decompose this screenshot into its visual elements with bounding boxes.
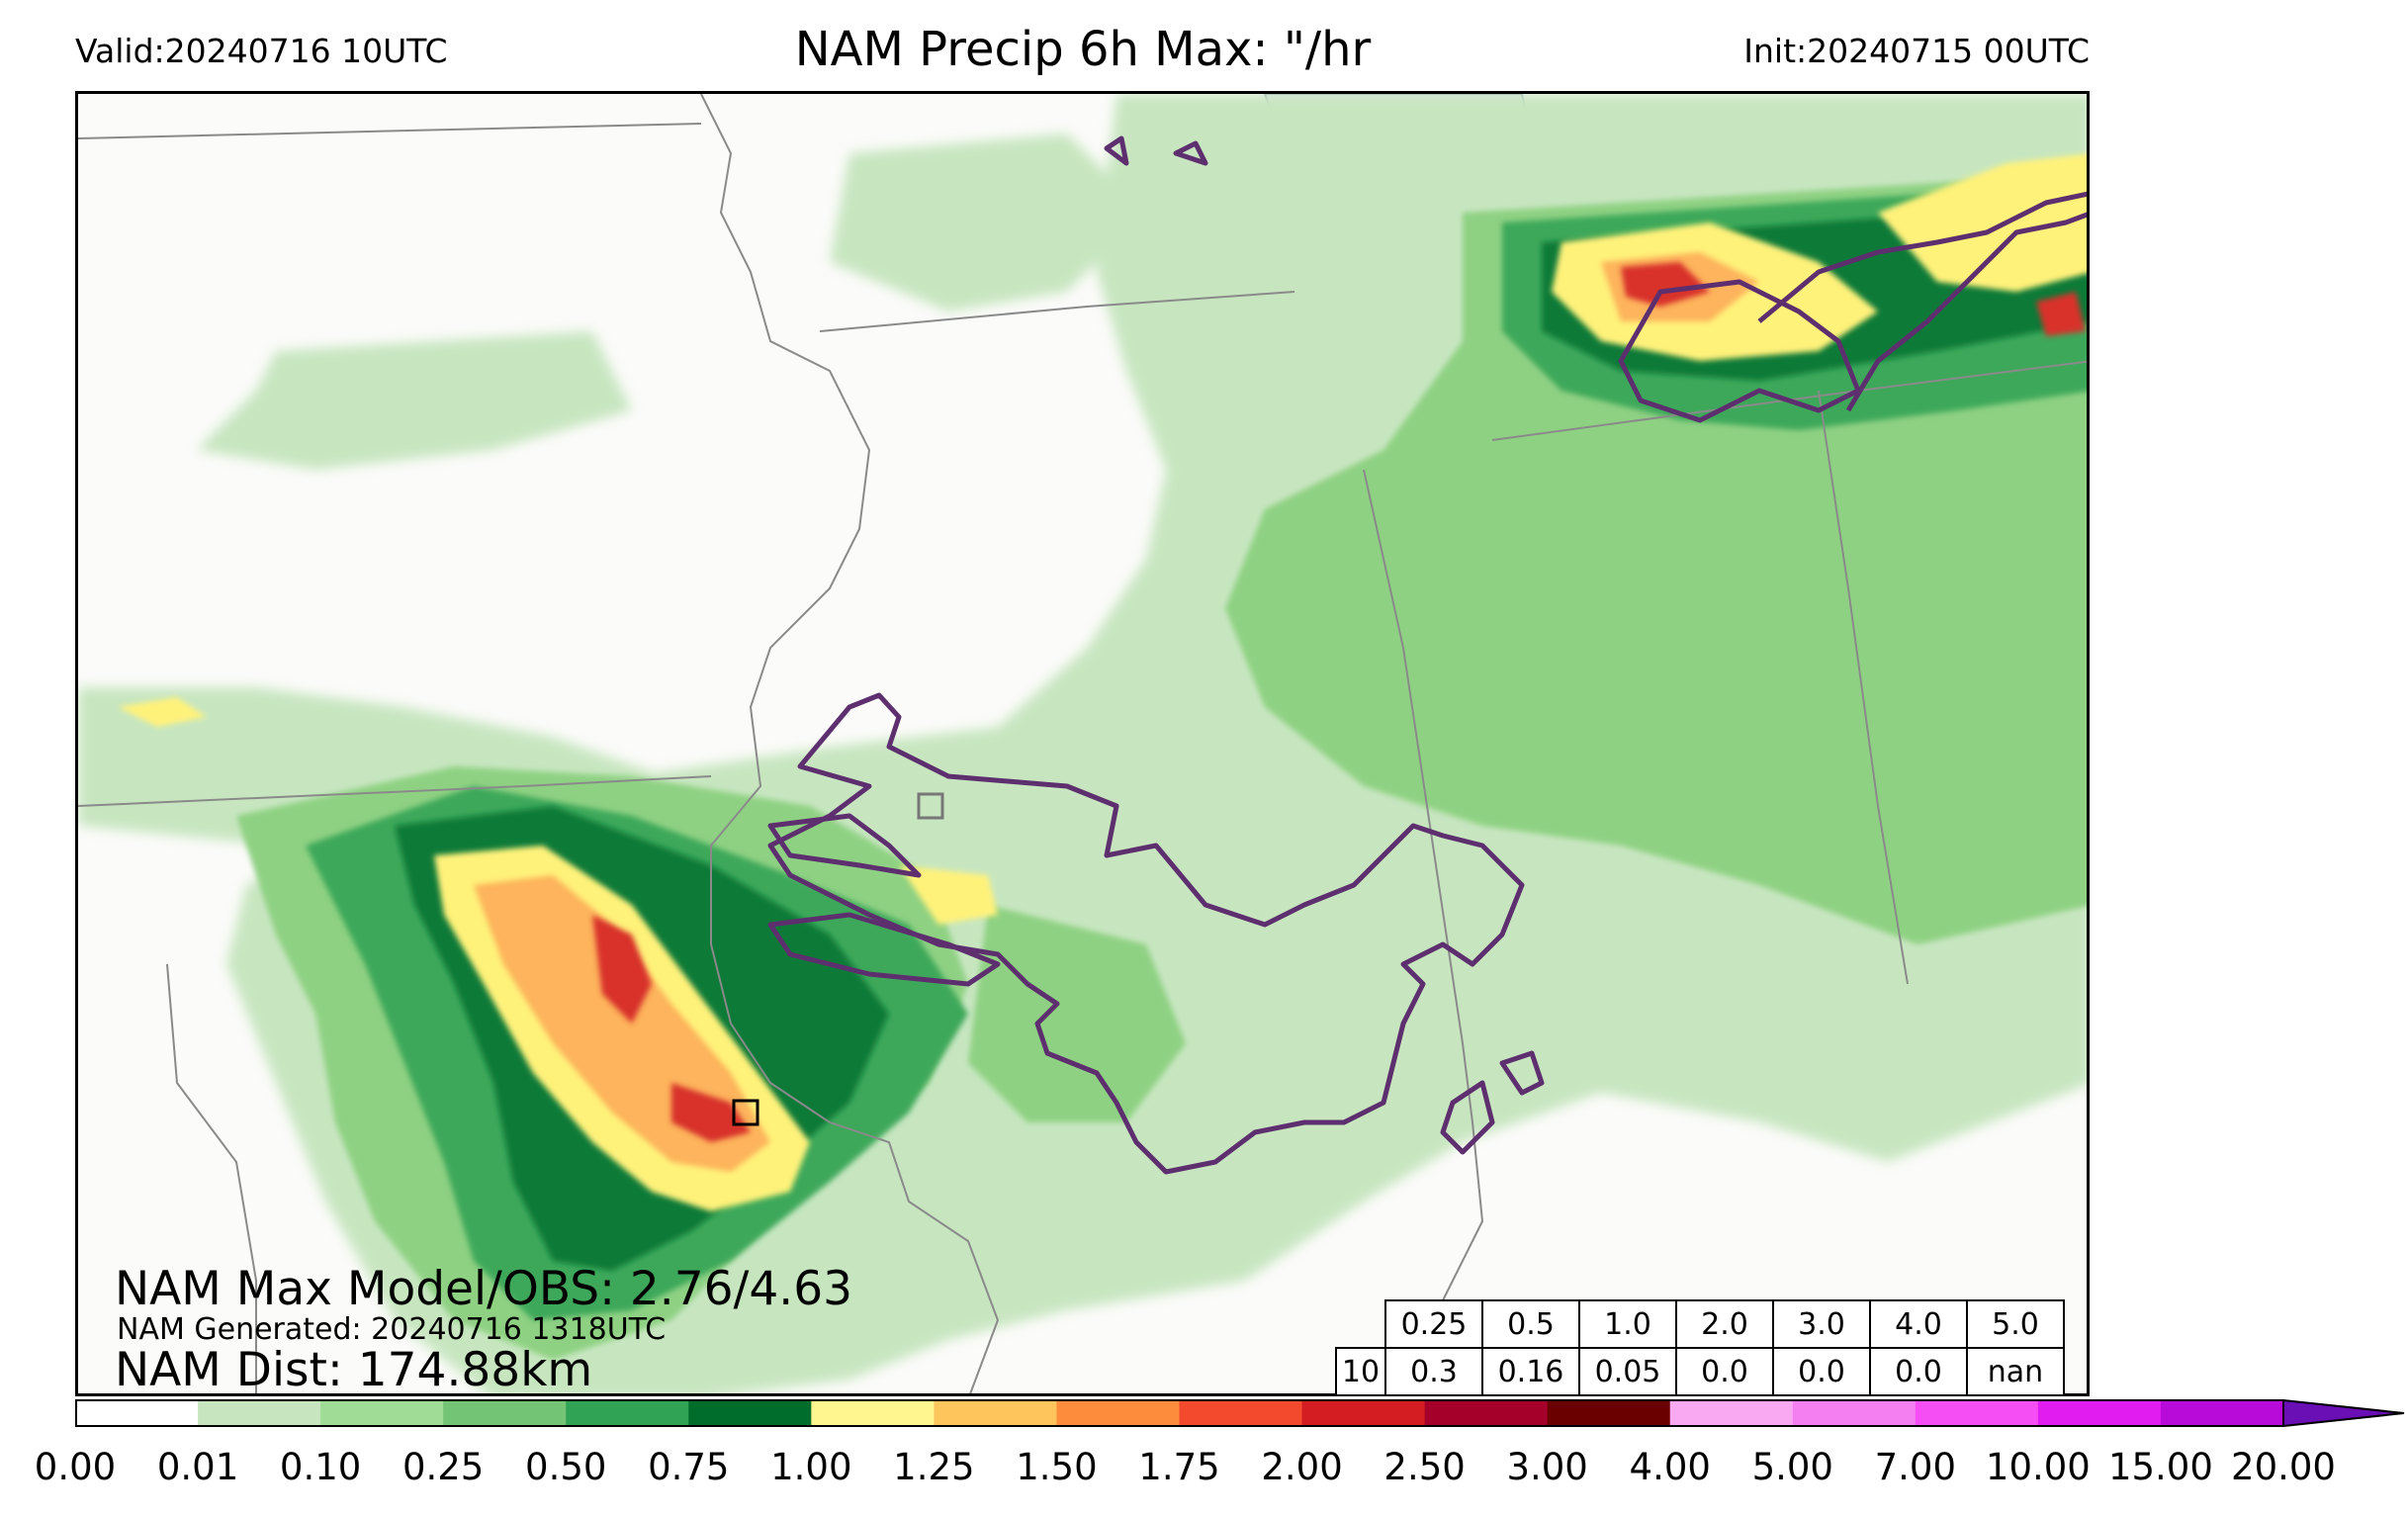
colorbar-segment	[688, 1400, 812, 1426]
stats-threshold-cell: 2.0	[1675, 1299, 1774, 1349]
precip-map	[75, 91, 2090, 1396]
colorbar-tick-label: 0.50	[525, 1446, 607, 1488]
colorbar-segment	[1179, 1400, 1303, 1426]
precip-red	[592, 262, 2086, 1142]
colorbar-tick-label: 3.00	[1506, 1446, 1588, 1488]
colorbar-tick-label: 4.00	[1629, 1446, 1711, 1488]
colorbar-tick-label: 2.50	[1383, 1446, 1466, 1488]
stats-row-label: 10	[1335, 1347, 1386, 1396]
colorbar-segment	[1056, 1400, 1180, 1426]
stats-threshold-cell: 5.0	[1966, 1299, 2065, 1349]
colorbar-extend-arrow	[2282, 1398, 2405, 1428]
colorbar-tick-label: 1.25	[893, 1446, 975, 1488]
stats-value-cell: nan	[1966, 1347, 2065, 1396]
stats-threshold-cell: 0.5	[1481, 1299, 1580, 1349]
generated-time-label: NAM Generated: 20240716 1318UTC	[117, 1312, 667, 1347]
colorbar-segment	[1669, 1400, 1794, 1426]
outlook-contours	[767, 135, 2087, 1175]
colorbar-segment	[934, 1400, 1057, 1426]
colorbar-segment	[1301, 1400, 1426, 1426]
state-borders	[78, 94, 2087, 1393]
stats-value-cell: 0.0	[1772, 1347, 1871, 1396]
colorbar-tick-label: 0.25	[401, 1446, 485, 1488]
valid-time-label: Valid:20240716 10UTC	[75, 32, 448, 70]
precip-map-canvas	[78, 94, 2087, 1393]
colorbar-segment	[811, 1400, 935, 1426]
colorbar-tick-label: 0.00	[34, 1446, 117, 1488]
colorbar-segment	[75, 1400, 199, 1426]
colorbar-segment	[1424, 1400, 1549, 1426]
colorbar-segment	[1547, 1400, 1671, 1426]
colorbar-segment	[320, 1400, 444, 1426]
map-title: NAM Precip 6h Max: "/hr	[794, 22, 1372, 77]
colorbar-segment	[1792, 1400, 1917, 1426]
colorbar-tick-label: 15.00	[2107, 1446, 2213, 1488]
colorbar-tick-label: 0.01	[156, 1446, 239, 1488]
stats-value-cell: 0.3	[1384, 1347, 1483, 1396]
colorbar-tick-label: 10.00	[1985, 1446, 2091, 1488]
colorbar-tick-label: 20.00	[2231, 1446, 2336, 1488]
max-model-obs-label: NAM Max Model/OBS: 2.76/4.63	[115, 1262, 853, 1316]
stats-threshold-cell: 0.25	[1384, 1299, 1483, 1349]
distance-label: NAM Dist: 174.88km	[115, 1343, 593, 1397]
colorbar-segment	[2037, 1400, 2162, 1426]
colorbar-tick-label: 0.75	[648, 1446, 730, 1488]
colorbar-frame	[75, 1399, 2284, 1427]
stats-value-cell: 0.0	[1869, 1347, 1968, 1396]
colorbar-tick-label: 1.00	[770, 1446, 852, 1488]
colorbar-segment	[1915, 1400, 2039, 1426]
stats-threshold-cell: 1.0	[1578, 1299, 1677, 1349]
colorbar-tick-label: 2.00	[1261, 1446, 1343, 1488]
colorbar	[75, 1398, 2405, 1428]
colorbar-tick-label: 7.00	[1874, 1446, 1957, 1488]
max-model-marker	[732, 1099, 759, 1126]
init-time-label: Init:20240715 00UTC	[1743, 32, 2090, 70]
colorbar-tick-label: 5.00	[1751, 1446, 1833, 1488]
stats-threshold-cell: 4.0	[1869, 1299, 1968, 1349]
colorbar-tick-label: 1.50	[1016, 1446, 1098, 1488]
colorbar-segment	[198, 1400, 321, 1426]
colorbar-tick-label: 0.10	[279, 1446, 362, 1488]
observation-marker	[917, 792, 944, 820]
stats-value-cell: 0.05	[1578, 1347, 1677, 1396]
stats-value-cell: 0.0	[1675, 1347, 1774, 1396]
colorbar-segment	[443, 1400, 567, 1426]
colorbar-tick-label: 1.75	[1138, 1446, 1220, 1488]
stats-value-cell: 0.16	[1481, 1347, 1580, 1396]
colorbar-segment	[2160, 1400, 2284, 1426]
stats-table: 0.25 0.5 1.0 2.0 3.0 4.0 5.0 10 0.3 0.16 0.05 0.0 0.…	[1335, 1299, 2090, 1396]
colorbar-segment	[566, 1400, 689, 1426]
stats-threshold-cell: 3.0	[1772, 1299, 1871, 1349]
